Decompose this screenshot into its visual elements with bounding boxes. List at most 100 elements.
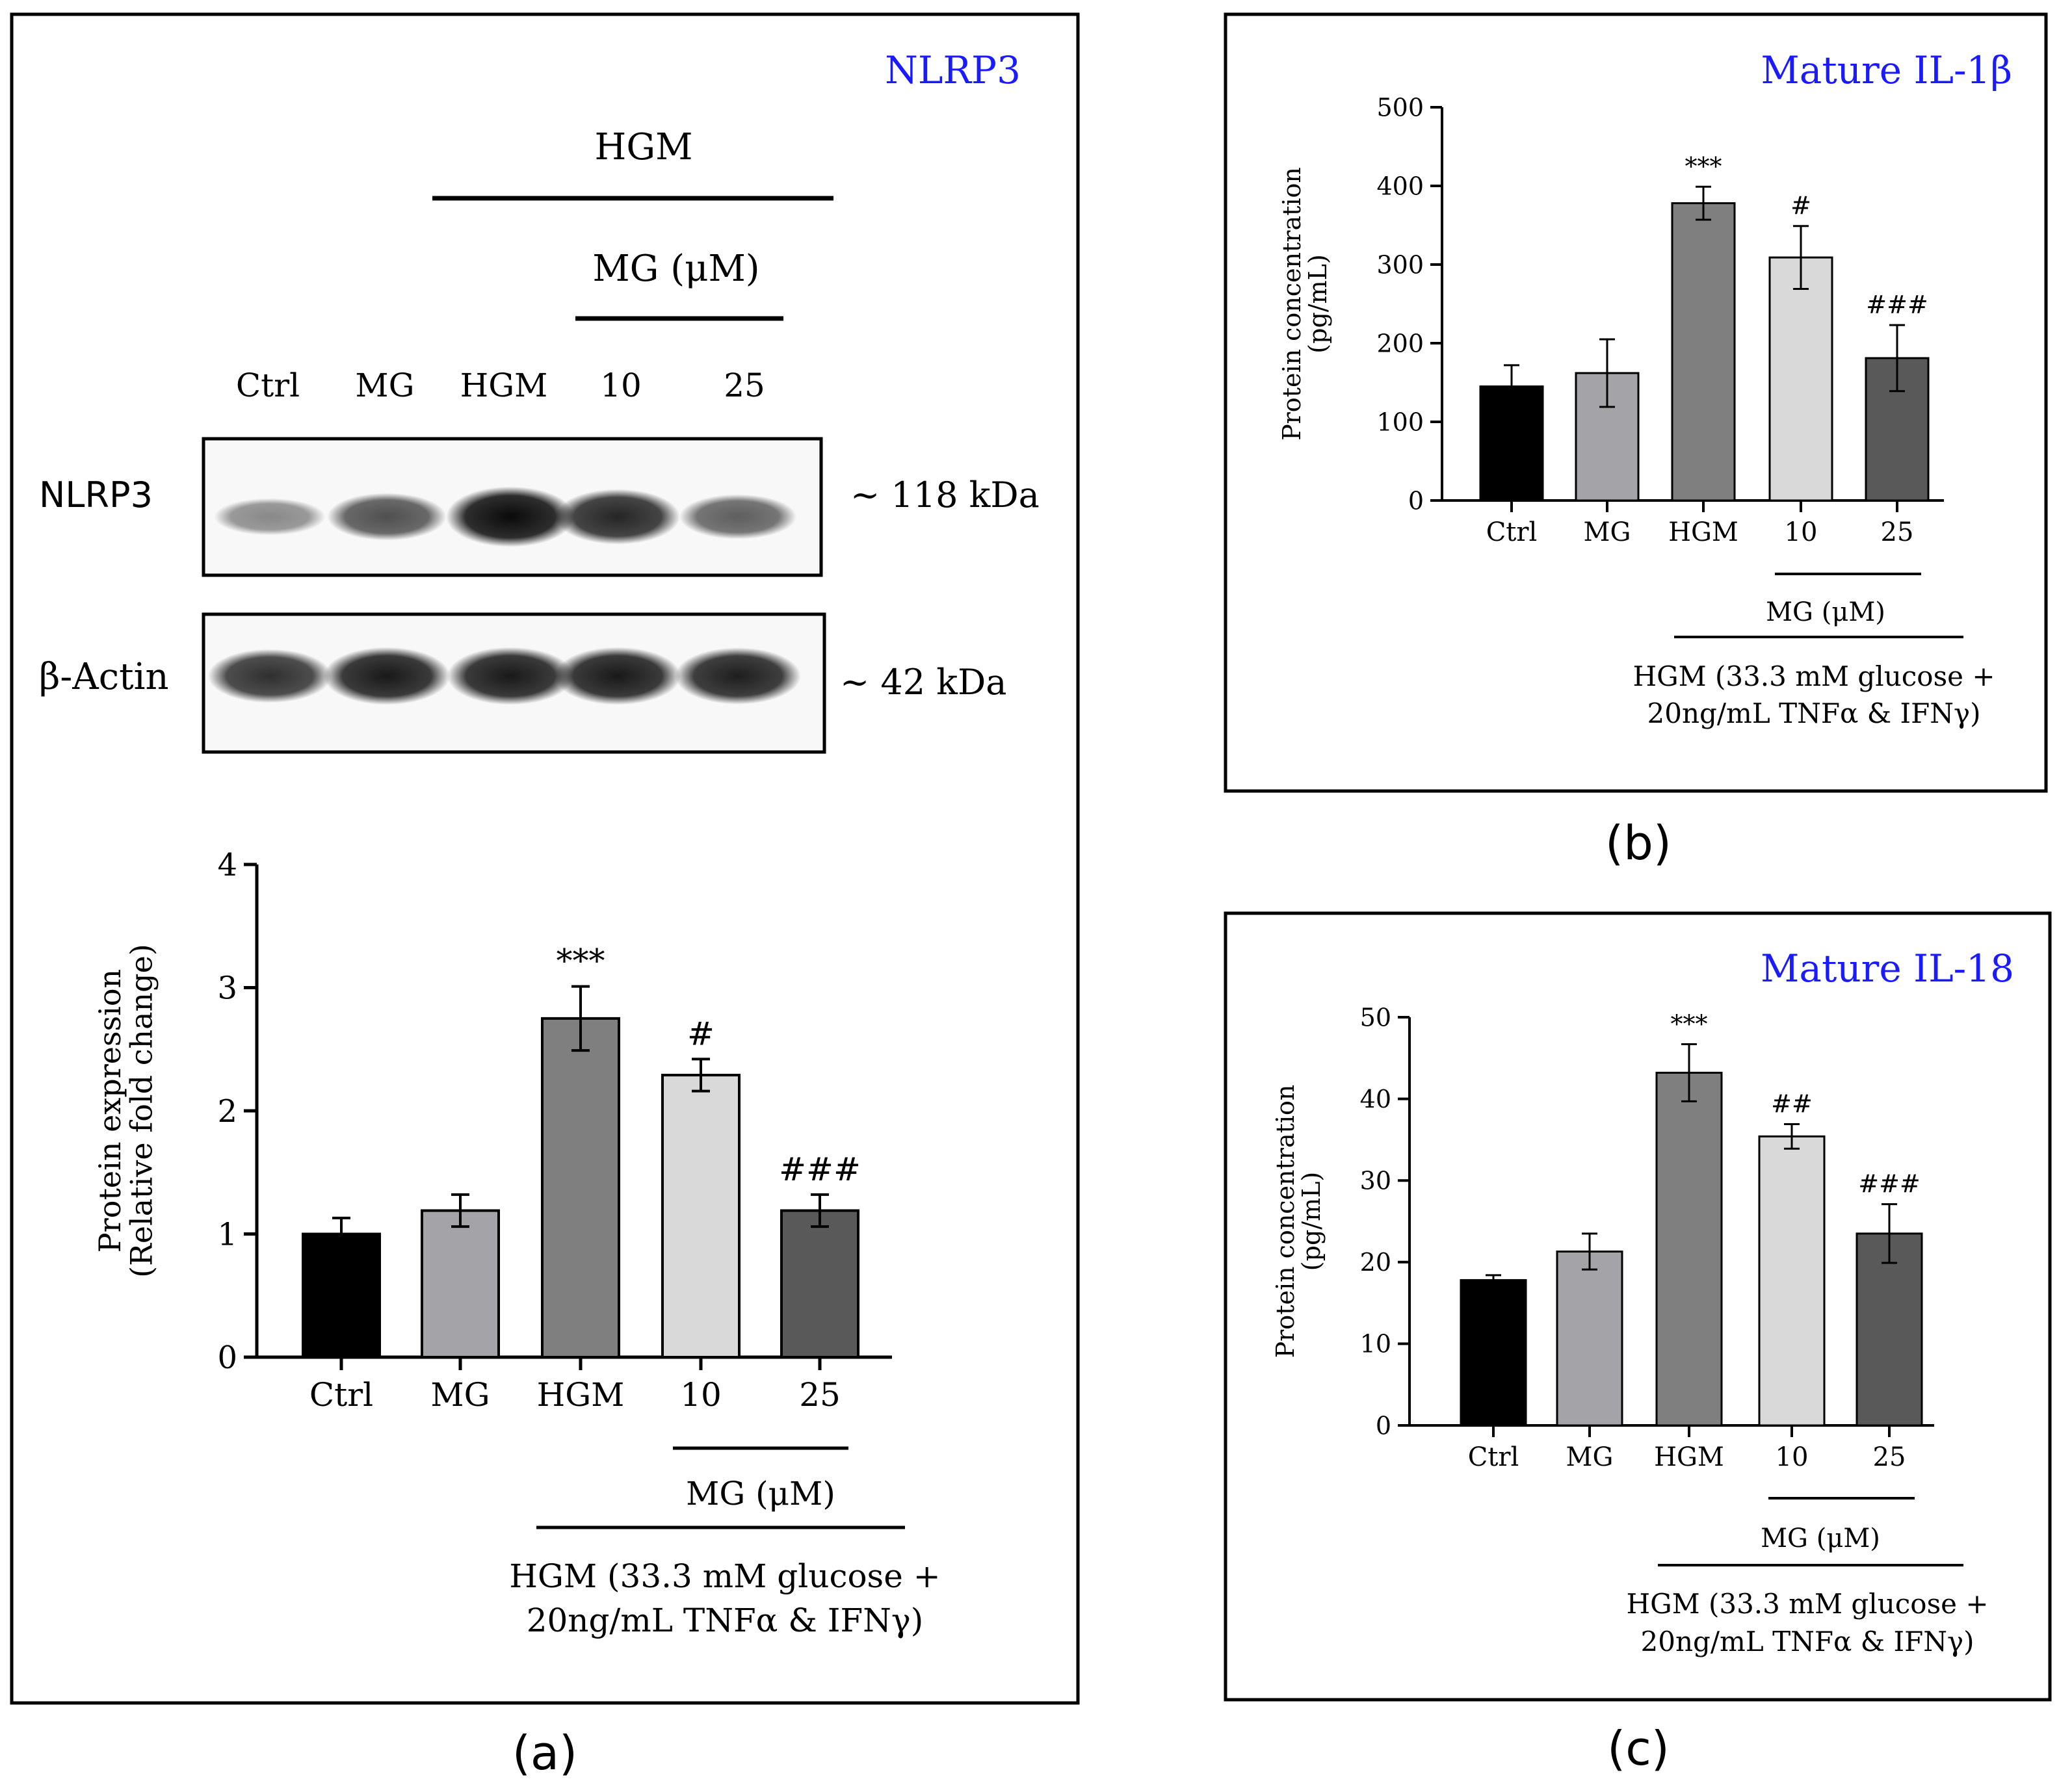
bar-10 [661,1074,741,1359]
x-tick-label: 25 [799,1376,841,1414]
error-bar-1 [1582,1232,1597,1271]
y-tick-label: 300 [1376,250,1424,279]
blot-row-label-nlrp3: NLRP3 [39,474,153,515]
error-bar-3 [692,1058,710,1093]
bar-10 [1758,1135,1826,1427]
significance-label: ### [779,1150,861,1188]
bar-25 [1856,1232,1923,1427]
blot-band-1-4 [675,647,801,705]
significance-label: # [687,1015,715,1052]
x-tick-label: 10 [1776,1442,1809,1472]
blot-mg-header: MG (μM) [592,248,759,290]
y-tick-label: 40 [1360,1085,1391,1113]
lane-label-hgm: HGM [460,367,548,404]
y-tick-label: 200 [1376,329,1424,357]
y-tick-label: 2 [217,1093,237,1130]
blot-band-0-4 [679,494,797,539]
y-tick-label: 0 [1408,486,1424,515]
blot-nlrp3-bands [214,486,797,547]
significance-label: *** [1671,1009,1708,1038]
panel-a-frame [10,12,1080,1705]
blot-band-0-2 [446,486,575,547]
panel-c-caption: (c) [1607,1721,1670,1776]
y-axis-label: Protein concentration [1278,167,1306,441]
x-tick-label: 25 [1873,1442,1906,1472]
y-tick-label: 4 [217,847,237,883]
y-axis-label-units: (pg/mL) [1304,254,1332,353]
error-bar-3 [1784,1123,1800,1150]
panel-b-il1b: Mature IL-1β 0 100 200 300 400 500 Protein con… [1224,12,2048,793]
chart-b: 0 100 200 300 400 500 Protein concentration(pg… [1278,93,1944,575]
x-tick-label: HGM [537,1376,625,1414]
blot-size-actin: ~ 42 kDa [840,662,1007,703]
blot-band-0-3 [555,489,681,545]
error-bar-2 [571,985,590,1052]
error-bar-1 [1599,338,1615,408]
x-tick-label: MG [1584,517,1631,547]
blot-row-label-actin: β-Actin [39,656,169,698]
error-bar-1 [451,1193,469,1228]
y-axis-label: Protein concentration [1271,1085,1300,1358]
blot-band-1-3 [554,647,681,705]
lane-label-10: 10 [600,367,642,404]
panel-a-title: NLRP3 [885,48,1021,92]
y-axis-label-units: (pg/mL) [1297,1172,1326,1271]
panel-b-title: Mature IL-1β [1761,48,2012,92]
blot-hgm-header: HGM [595,126,693,168]
panel-b-treatment-mg: MG (μM) [1766,597,1885,627]
lane-label-ctrl: Ctrl [236,367,300,404]
error-bar-4 [811,1193,829,1228]
blot-band-0-0 [214,498,326,536]
panel-c-treatment-hgm-2: 20ng/mL TNFα & IFNγ) [1641,1626,1974,1657]
panel-b-treatment-hgm-2: 20ng/mL TNFα & IFNγ) [1647,697,1981,729]
bar-10 [1768,256,1833,502]
significance-label: ## [1771,1090,1813,1119]
panel-c-treatment-mg: MG (μM) [1761,1524,1880,1553]
blot-band-1-1 [323,647,451,705]
lane-label-mg: MG [355,367,414,404]
bar-hgm [1655,1071,1723,1427]
error-bar-4 [1882,1203,1897,1264]
panel-b-treatment-hgm-1: HGM (33.3 mM glucose + [1633,660,1995,692]
error-bar-2 [1681,1043,1697,1102]
error-bar-2 [1696,185,1711,221]
x-tick-label: 10 [1785,517,1818,547]
bar-mg [1556,1250,1623,1427]
y-tick-label: 50 [1360,1003,1391,1032]
x-tick-label: Ctrl [309,1376,373,1414]
significance-label: *** [557,942,605,980]
y-tick-label: 20 [1360,1248,1391,1277]
blot-band-1-0 [207,649,332,703]
x-tick-label: MG [1566,1442,1614,1472]
x-tick-label: HGM [1668,517,1738,547]
panel-c-treatment-hgm-1: HGM (33.3 mM glucose + [1626,1588,1988,1620]
x-tick-label: 25 [1881,517,1914,547]
y-axis-label: Protein expression [92,969,127,1253]
error-bar-0 [1504,364,1519,409]
panel-c-il18: Mature IL-18 0 10 20 30 40 50 Protein concentr… [1224,911,2052,1702]
x-tick-label: MG [430,1376,490,1414]
y-tick-label: 400 [1376,172,1424,200]
y-tick-label: 1 [217,1216,237,1253]
y-tick-label: 100 [1376,408,1424,436]
significance-label: ### [1858,1170,1921,1199]
error-bar-0 [332,1216,350,1252]
x-tick-label: 10 [680,1376,722,1414]
bar-hgm [541,1017,620,1358]
error-bar-3 [1793,225,1809,291]
blot-actin-bands [207,647,801,705]
panel-b-caption: (b) [1605,816,1672,870]
bar-ctrl [302,1232,381,1358]
panel-a-treatment-hgm-1: HGM (33.3 mM glucose + [509,1557,940,1595]
panel-a-nlrp3: NLRP3 HGM MG (μM) Ctrl MG HGM 10 25 NLRP… [10,12,1080,1705]
y-tick-label: 3 [217,970,237,1006]
y-tick-label: 10 [1360,1330,1391,1358]
blot-band-1-2 [447,647,574,705]
x-tick-label: Ctrl [1468,1442,1519,1472]
panel-a-caption: (a) [512,1726,577,1780]
x-tick-label: Ctrl [1486,517,1538,547]
panel-c-frame [1224,911,2052,1702]
y-axis-label-units: (Relative fold change) [124,944,159,1278]
blot-size-nlrp3: ~ 118 kDa [850,474,1040,515]
